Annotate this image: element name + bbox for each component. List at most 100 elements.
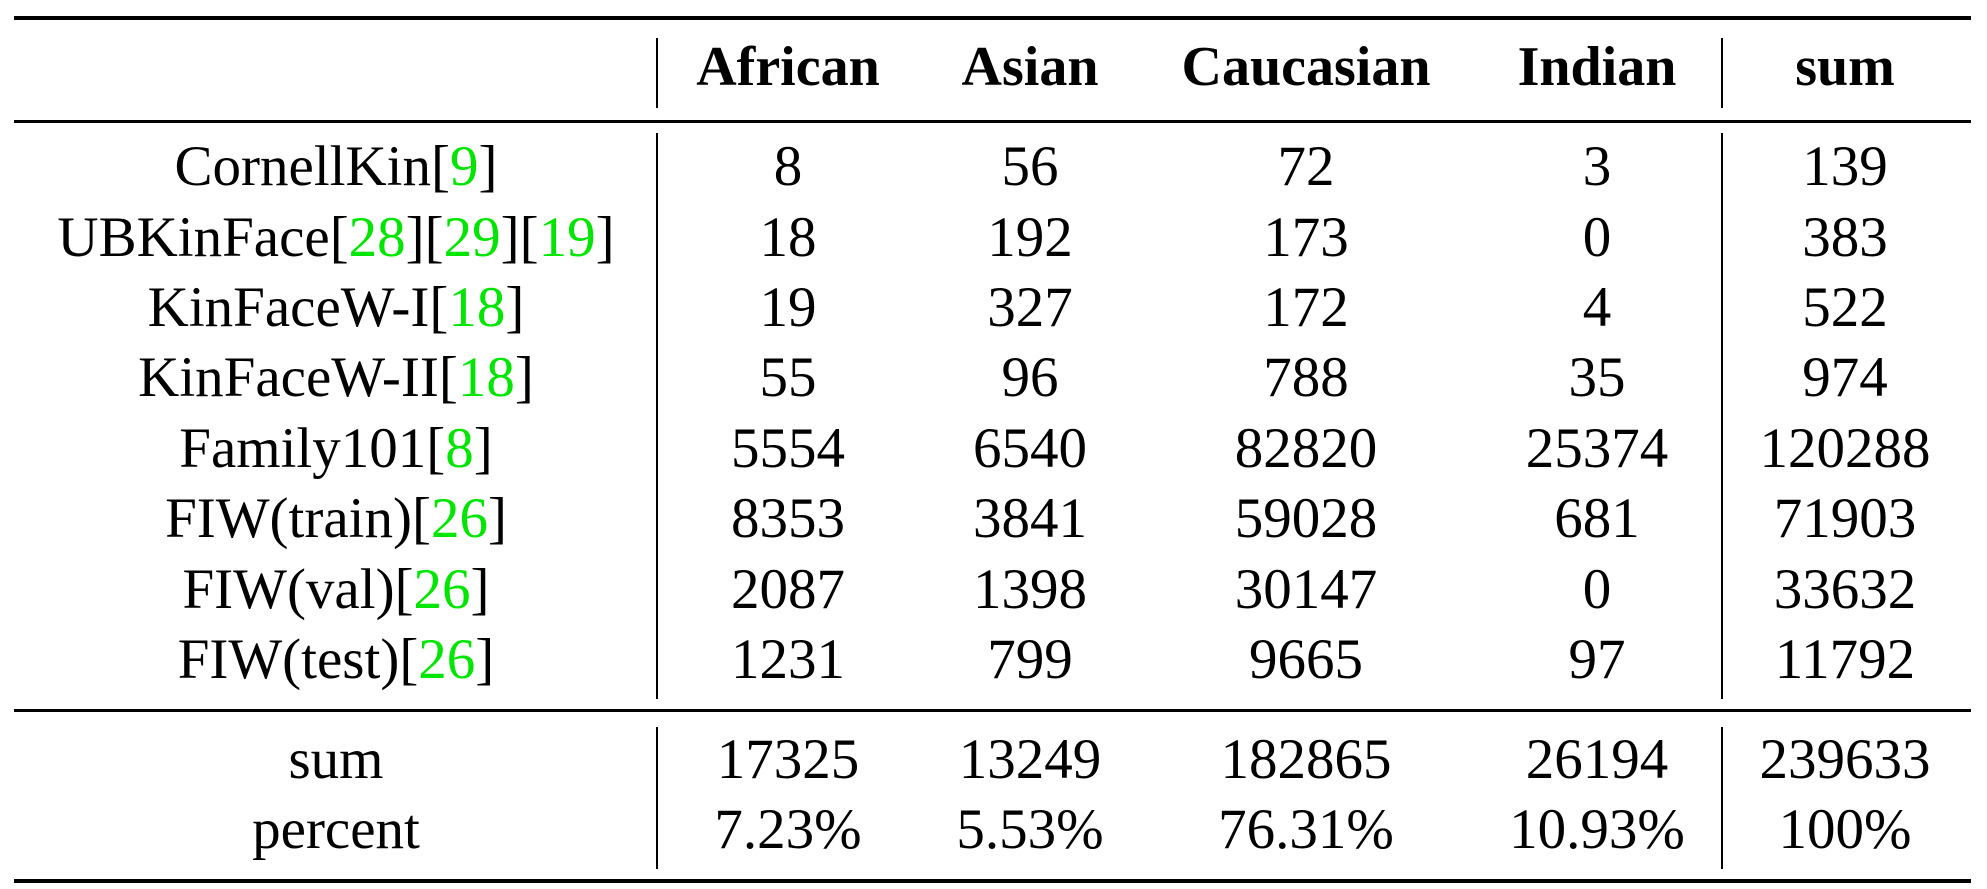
value-cell: 0	[1582, 557, 1612, 621]
column-divider-left	[656, 727, 658, 869]
citation-bracket: ]	[514, 345, 534, 409]
citation-bracket: ]	[470, 557, 490, 621]
column-divider-left	[656, 38, 658, 108]
value-cell: 5554	[731, 416, 845, 480]
value-cell: 11792	[1774, 627, 1916, 691]
citation-bracket: [	[411, 486, 431, 550]
value-cell: 71903	[1773, 486, 1917, 550]
citation-link[interactable]: 19	[538, 205, 596, 269]
value-cell: 82820	[1234, 416, 1378, 480]
summary-value-cell: 239633	[1759, 727, 1931, 791]
column-header: Caucasian	[1181, 36, 1431, 98]
value-cell: 383	[1802, 205, 1888, 269]
citation-link[interactable]: 9	[449, 134, 479, 198]
summary-value-cell: 5.53%	[956, 797, 1104, 861]
citation-link[interactable]: 28	[348, 205, 406, 269]
summary-value-cell: 17325	[716, 727, 860, 791]
value-cell: 799	[987, 627, 1073, 691]
summary-label: percent	[252, 797, 420, 861]
bottom-rule	[14, 879, 1971, 883]
value-cell: 974	[1802, 345, 1888, 409]
citation-bracket: ]	[473, 416, 493, 480]
value-cell: 120288	[1759, 416, 1931, 480]
dataset-name-cell: Family101[8]	[26, 413, 646, 483]
citation-bracket: [	[394, 557, 414, 621]
citation-bracket: ]	[405, 205, 425, 269]
value-cell: 2087	[731, 557, 845, 621]
value-cell: 8	[773, 134, 803, 198]
citation-bracket: [	[424, 205, 444, 269]
citation-link[interactable]: 18	[457, 345, 515, 409]
citation-link[interactable]: 26	[418, 627, 476, 691]
dataset-name-cell: FIW(test)[26]	[26, 624, 646, 694]
citation-bracket: ]	[478, 134, 498, 198]
dataset-name: Family101	[179, 416, 427, 480]
value-cell: 56	[1001, 134, 1059, 198]
column-divider-left	[656, 133, 658, 699]
value-cell: 192	[987, 205, 1073, 269]
value-cell: 681	[1554, 486, 1640, 550]
citation-bracket: [	[519, 205, 539, 269]
dataset-name-cell: KinFaceW-II[18]	[26, 342, 646, 412]
dataset-name-cell: UBKinFace[28][29][19]	[26, 202, 646, 272]
citation-bracket: ]	[595, 205, 615, 269]
value-cell: 173	[1263, 205, 1349, 269]
dataset-name: CornellKin	[174, 134, 431, 198]
value-cell: 788	[1263, 345, 1349, 409]
value-cell: 1231	[731, 627, 845, 691]
citation-link[interactable]: 26	[430, 486, 488, 550]
dataset-name-cell: FIW(val)[26]	[26, 554, 646, 624]
citation-bracket: ]	[500, 205, 520, 269]
summary-rule	[14, 709, 1971, 712]
value-cell: 9665	[1249, 627, 1363, 691]
header-rule	[14, 120, 1971, 123]
column-divider-right	[1721, 727, 1723, 869]
citation-link[interactable]: 18	[448, 275, 506, 339]
summary-value-cell: 13249	[958, 727, 1102, 791]
value-cell: 3	[1582, 134, 1612, 198]
summary-label: sum	[288, 727, 384, 791]
dataset-name-cell: FIW(train)[26]	[26, 483, 646, 553]
value-cell: 33632	[1773, 557, 1917, 621]
citation-bracket: [	[399, 627, 419, 691]
summary-value-cell: 76.31%	[1218, 797, 1394, 861]
citation-bracket: [	[426, 416, 446, 480]
value-cell: 35	[1568, 345, 1626, 409]
dataset-name: FIW(train)	[165, 486, 412, 550]
value-cell: 327	[987, 275, 1073, 339]
column-divider-right	[1721, 38, 1723, 108]
column-divider-right	[1721, 133, 1723, 699]
citation-bracket: [	[429, 275, 449, 339]
value-cell: 8353	[731, 486, 845, 550]
value-cell: 55	[759, 345, 817, 409]
citation-link[interactable]: 26	[413, 557, 471, 621]
value-cell: 1398	[973, 557, 1087, 621]
value-cell: 25374	[1525, 416, 1669, 480]
dataset-name: FIW(val)	[182, 557, 395, 621]
top-rule	[14, 16, 1971, 20]
dataset-name: KinFaceW-II	[138, 345, 439, 409]
value-cell: 6540	[973, 416, 1087, 480]
value-cell: 30147	[1234, 557, 1378, 621]
dataset-name: UBKinFace	[57, 205, 330, 269]
citation-link[interactable]: 8	[445, 416, 474, 480]
value-cell: 97	[1568, 627, 1626, 691]
summary-value-cell: 26194	[1525, 727, 1669, 791]
summary-value-cell: 7.23%	[714, 797, 862, 861]
dataset-name-cell: CornellKin[9]	[26, 131, 646, 201]
value-cell: 139	[1802, 134, 1888, 198]
value-cell: 3841	[973, 486, 1087, 550]
dataset-name: KinFaceW-I	[147, 275, 430, 339]
citation-bracket: ]	[475, 627, 495, 691]
value-cell: 72	[1277, 134, 1335, 198]
citation-bracket: ]	[487, 486, 507, 550]
citation-link[interactable]: 29	[443, 205, 501, 269]
dataset-name: FIW(test)	[177, 627, 400, 691]
column-header: African	[696, 36, 880, 98]
value-cell: 522	[1802, 275, 1888, 339]
citation-bracket: [	[438, 345, 458, 409]
value-cell: 96	[1001, 345, 1059, 409]
citation-bracket: [	[329, 205, 349, 269]
value-cell: 18	[759, 205, 817, 269]
column-header: sum	[1795, 36, 1895, 98]
